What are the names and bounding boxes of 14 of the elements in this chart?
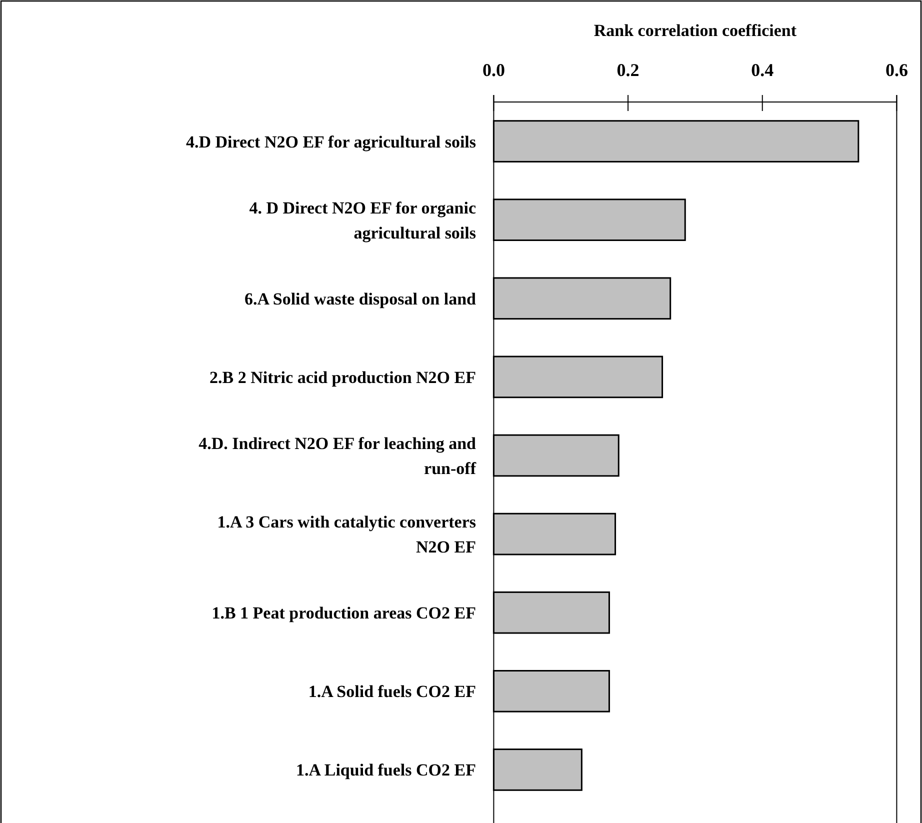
y-tick-label: 1.B 1 Peat production areas CO2 EF <box>212 604 476 623</box>
x-tick-label: 0.6 <box>885 60 908 80</box>
y-tick-label: 4.D. Indirect N2O EF for leaching and run-off <box>198 434 477 478</box>
x-tick-label: 0.2 <box>616 60 640 80</box>
y-tick-label: 1.A Liquid fuels CO2 EF <box>296 760 476 780</box>
y-tick-label: 4.D Direct N2O EF for agricultural soils <box>186 132 476 152</box>
x-tick-label: 0.0 <box>482 60 505 80</box>
y-tick-label: 6.A Solid waste disposal on land <box>244 289 477 308</box>
y-tick-label: 1.A Solid fuels CO2 EF <box>308 682 476 702</box>
x-axis-title: Rank correlation coefficient <box>594 21 797 40</box>
y-tick-label: 4. D Direct N2O EF for organic agricultural soils <box>249 198 476 242</box>
y-tick-label: 1.A 3 Cars with catalytic converters N2O EF <box>217 512 476 557</box>
x-tick-label: 0.4 <box>751 60 774 80</box>
y-tick-label: 2.B 2 Nitric acid production N2O EF <box>210 368 476 387</box>
